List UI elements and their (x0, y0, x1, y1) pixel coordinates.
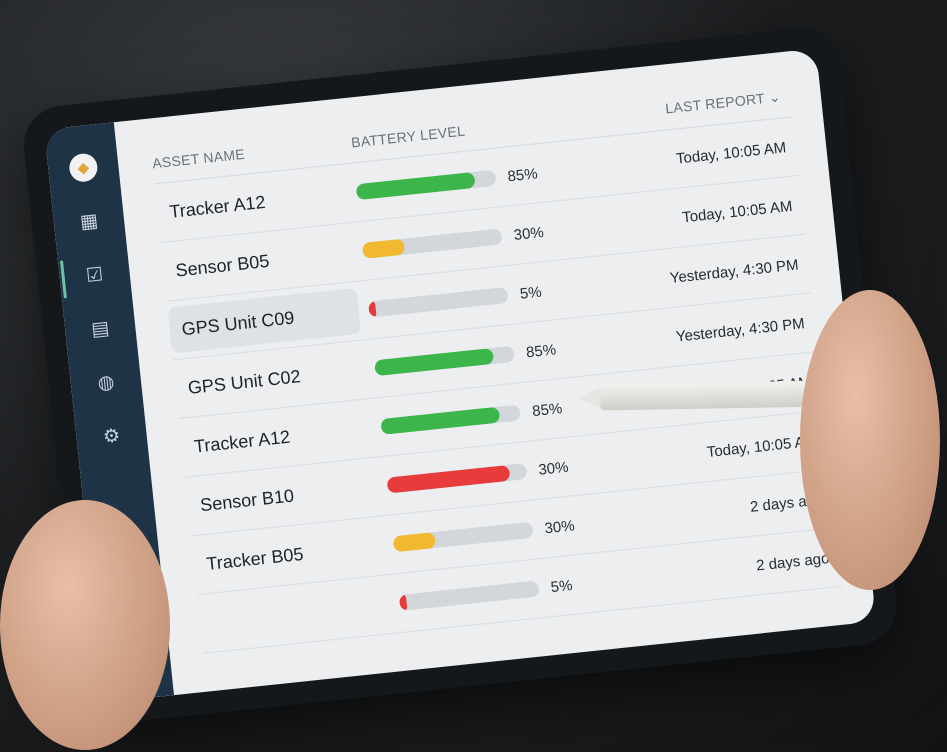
right-hand (800, 290, 940, 590)
battery-percent: 85% (531, 399, 564, 420)
last-report: 2 days ago (755, 549, 831, 574)
battery-bar (374, 345, 516, 377)
asset-name: Sensor B10 (199, 485, 295, 515)
asset-name: GPS Unit C02 (186, 365, 302, 398)
settings-icon[interactable]: ⚙ (102, 425, 122, 449)
battery-level: 30% (392, 513, 614, 553)
battery-level: 85% (355, 161, 577, 201)
asset-name (201, 603, 400, 624)
asset-table: ASSET NAME BATTERY LEVEL LAST REPORT ⌄ T… (114, 48, 876, 695)
battery-bar (355, 169, 497, 201)
battery-bar-fill (355, 171, 476, 201)
battery-percent: 30% (543, 516, 576, 537)
battery-percent: 30% (537, 458, 570, 479)
asset-name: Tracker A12 (168, 191, 267, 222)
last-report: Yesterday, 4:30 PM (668, 256, 800, 287)
battery-percent: 85% (525, 340, 557, 361)
battery-bar (386, 463, 528, 494)
logo-icon[interactable]: ◆ (67, 152, 99, 184)
battery-percent: 5% (519, 283, 543, 303)
last-report: Today, 10:05 AM (675, 138, 787, 168)
last-report: 2 days ago (749, 490, 824, 516)
battery-level: 5% (367, 278, 589, 318)
battery-bar-fill (392, 531, 437, 553)
asset-name: Tracker A12 (193, 426, 291, 457)
globe-icon[interactable]: ◍ (96, 371, 116, 395)
battery-level: 5% (398, 572, 620, 612)
left-hand (0, 500, 170, 750)
battery-bar-fill (367, 300, 377, 318)
column-last-report-label: LAST REPORT (664, 90, 766, 117)
battery-bar-fill (398, 594, 408, 611)
battery-bar (392, 521, 534, 553)
table-icon[interactable]: ▤ (90, 317, 111, 341)
clipboard-check-icon[interactable]: ☑ (80, 262, 109, 291)
last-report: Today, 10:05 AM (681, 197, 794, 226)
battery-level: 85% (374, 337, 595, 377)
battery-percent: 30% (512, 223, 545, 244)
dashboard-grid-icon[interactable]: ▦ (79, 210, 100, 234)
battery-percent: 85% (506, 164, 539, 185)
asset-name: Sensor B05 (174, 250, 271, 281)
tablet-screen: ◆ ▦ ☑ ▤ ◍ ⚙ ASSET NAME BATTERY LEVEL LAS… (44, 48, 877, 703)
column-asset-name[interactable]: ASSET NAME (151, 145, 246, 171)
battery-bar-fill (361, 238, 406, 259)
last-report: Yesterday, 4:30 PM (675, 314, 806, 346)
battery-bar-fill (374, 347, 495, 377)
battery-percent: 5% (549, 576, 574, 596)
battery-bar (367, 287, 509, 318)
battery-level: 30% (361, 220, 583, 260)
battery-bar (380, 404, 522, 435)
battery-level: 30% (386, 454, 607, 494)
battery-bar-fill (386, 464, 511, 494)
battery-bar-fill (380, 406, 501, 435)
asset-name: Tracker B05 (205, 543, 305, 574)
battery-bar (361, 228, 503, 259)
battery-level: 85% (380, 396, 601, 436)
battery-bar (398, 580, 540, 611)
chevron-down-icon: ⌄ (767, 88, 782, 106)
last-report: Today, 10:05 AM (706, 432, 818, 461)
